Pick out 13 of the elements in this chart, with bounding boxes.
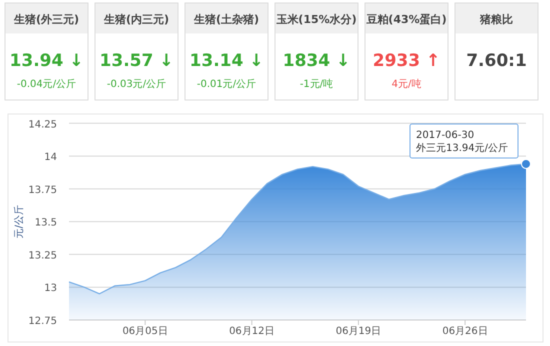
y-tick-label: 14.25 — [28, 119, 57, 130]
annotation: 2017-06-30 外三元13.94元/公斤 — [416, 130, 508, 154]
y-tick-label: 13 — [44, 283, 57, 294]
x-tick-label: 06月19日 — [336, 326, 382, 337]
x-tick-label: 06月12日 — [229, 326, 275, 337]
x-tick-label: 06月26日 — [442, 326, 488, 337]
y-tick-label: 14 — [44, 152, 57, 164]
x-tick-label: 06月05日 — [122, 326, 168, 337]
y-tick-label: 13.75 — [28, 184, 57, 196]
y-tick-label: 13.25 — [28, 250, 57, 262]
y-tick-label: 12.75 — [28, 316, 57, 327]
y-axis-title: 元/公斤 — [13, 204, 25, 238]
y-tick-label: 13.5 — [34, 218, 57, 229]
